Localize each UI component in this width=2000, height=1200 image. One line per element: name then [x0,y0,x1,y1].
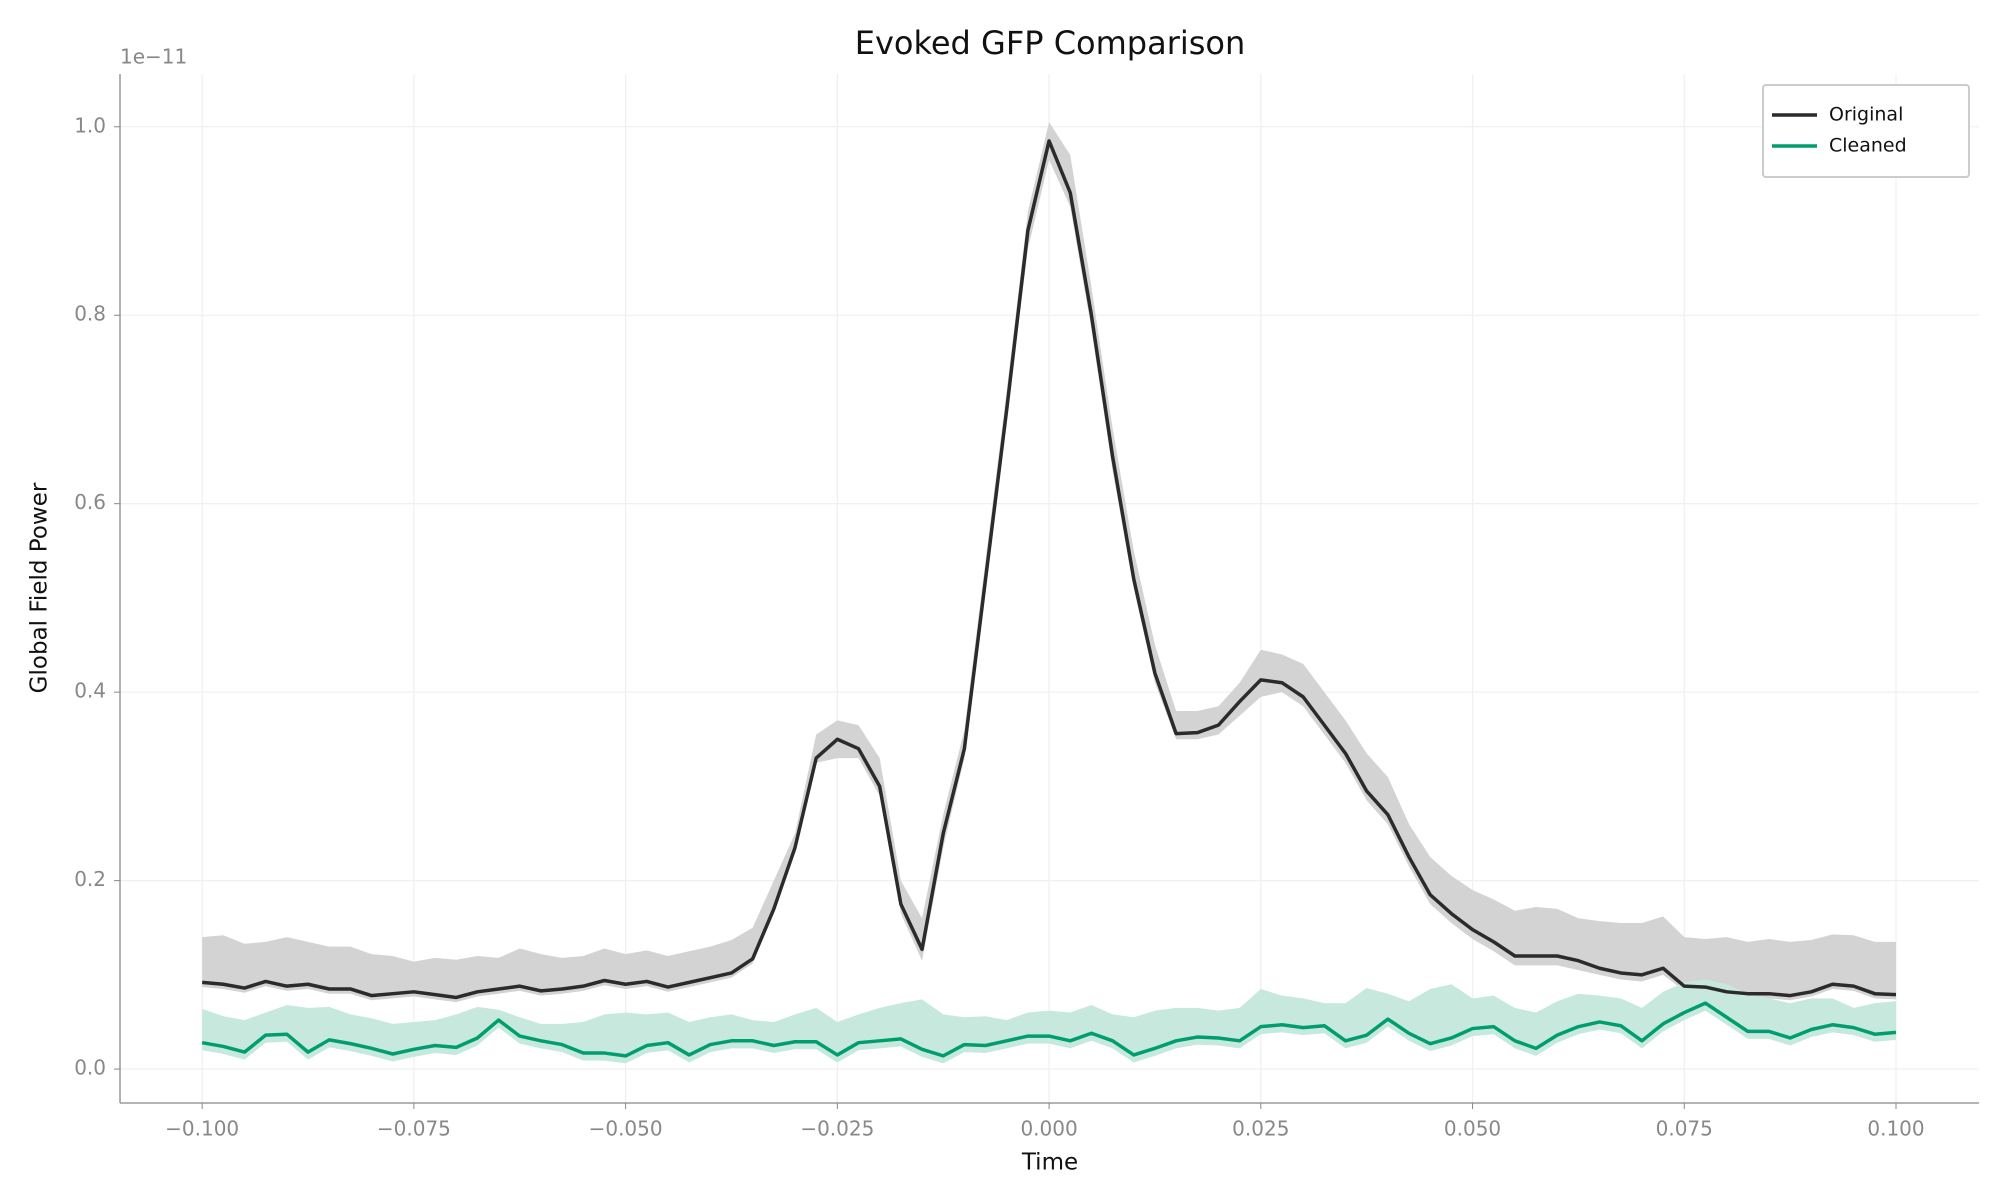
x-tick-label: −0.050 [589,1117,663,1141]
legend-label: Cleaned [1829,135,1907,157]
y-tick-label: 0.2 [74,867,106,891]
y-tick-label: 0.0 [74,1056,106,1080]
legend-label: Original [1829,104,1903,126]
x-tick-label: −0.075 [377,1117,451,1141]
line [201,139,1897,1000]
y-tick-label: 0.6 [74,490,106,514]
y-offset-label: 1e−11 [120,45,187,69]
legend-frame [1762,84,1970,178]
y-tick-label: 0.4 [74,679,106,703]
error-band [202,979,1897,1064]
x-tick-label: −0.100 [165,1117,239,1141]
x-tick-label: 0.100 [1867,1117,1924,1141]
y-tick-label: 1.0 [74,113,106,137]
legend: Original Cleaned [1762,84,1970,178]
y-tick-label: 0.8 [74,302,106,326]
y-axis-label: Global Field Power [27,482,53,693]
x-tick-label: 0.075 [1656,1117,1713,1141]
line [201,1001,1897,1058]
x-tick-label: 0.025 [1232,1117,1289,1141]
x-tick-label: 0.000 [1020,1117,1077,1141]
chart-title: Evoked GFP Comparison [855,24,1246,62]
x-axis-label: Time [1021,1150,1078,1176]
x-tick-label: 0.050 [1444,1117,1501,1141]
x-tick-label: −0.025 [800,1117,874,1141]
